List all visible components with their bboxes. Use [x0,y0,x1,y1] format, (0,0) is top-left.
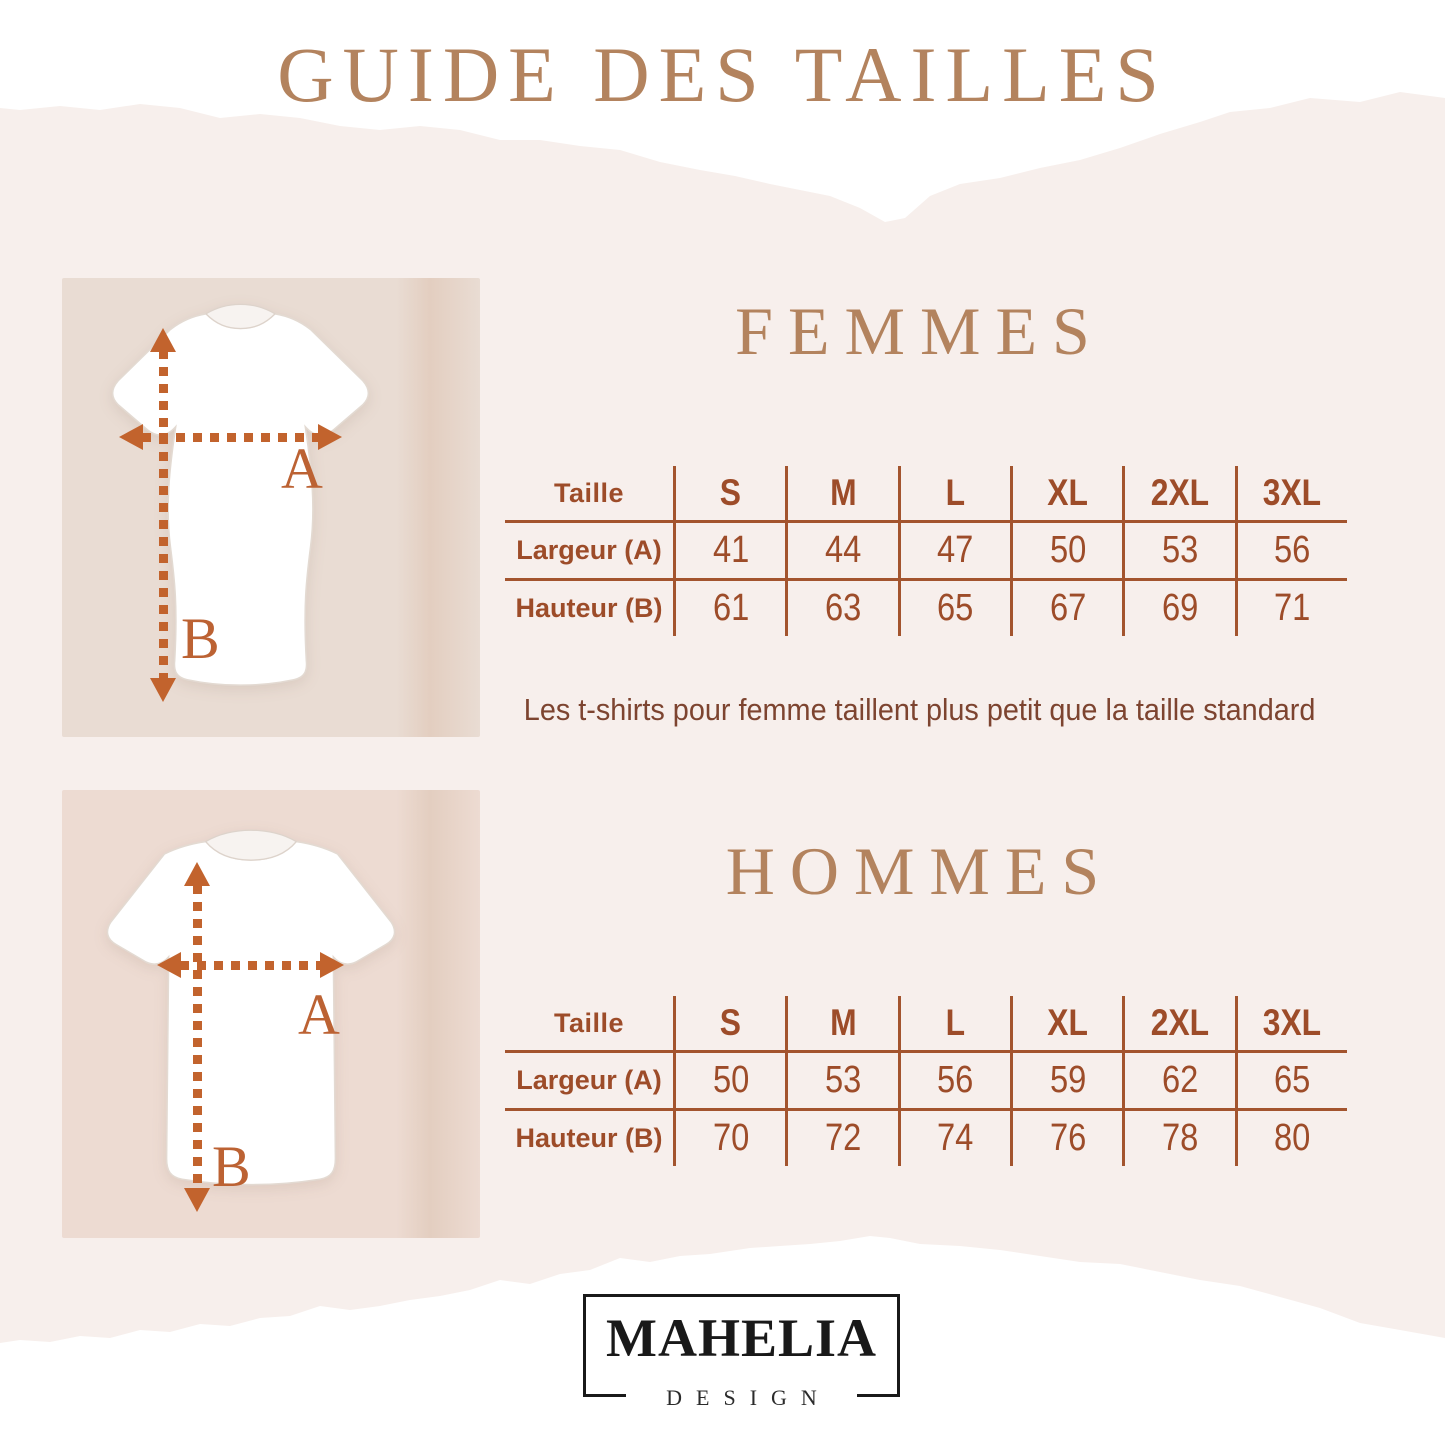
femmes-size-3xl: 3XL [1234,466,1347,520]
femmes-hauteur-3xl: 71 [1234,578,1347,636]
femmes-hauteur-s: 61 [673,578,786,636]
mens-tshirt-illustration [106,829,396,1186]
femmes-largeur-m: 44 [785,520,898,578]
hommes-width-arrowhead-right [320,952,344,978]
femmes-height-arrowhead-top [150,328,176,352]
femmes-size-xl: XL [1010,466,1122,520]
hommes-heading: HOMMES [725,833,1115,909]
femmes-width-arrowhead-right [318,424,342,450]
hommes-size-l: L [897,996,1010,1050]
femmes-largeur-2xl: 53 [1122,520,1235,578]
femmes-size-l: L [897,466,1010,520]
femmes-size-2xl: 2XL [1122,466,1234,520]
hommes-size-xl: XL [1010,996,1122,1050]
hommes-size-3xl: 3XL [1234,996,1347,1050]
femmes-hauteur-l: 65 [897,578,1010,636]
femmes-width-arrowhead-left [119,424,143,450]
femmes-size-m: M [785,466,897,520]
hommes-hauteur-l: 74 [897,1108,1010,1166]
hommes-size-table: Taille S M L XL 2XL 3XL Largeur (A) 50 5… [505,996,1347,1166]
femmes-hauteur-2xl: 69 [1122,578,1235,636]
femmes-largeur-xl: 50 [1010,520,1123,578]
hommes-hauteur-m: 72 [785,1108,898,1166]
femmes-size-s: S [673,466,785,520]
brand-name: MAHELIA [605,1308,877,1368]
femmes-largeur-l: 47 [897,520,1010,578]
femmes-col-header: Taille [553,477,625,508]
hommes-largeur-xl: 59 [1010,1050,1123,1108]
brand-subtitle: DESIGN [666,1385,831,1410]
hommes-height-arrow [193,885,202,1190]
hommes-largeur-label: Largeur (A) [505,1050,673,1108]
femmes-size-table: Taille S M L XL 2XL 3XL Largeur (A) 41 4… [505,466,1347,636]
hommes-col-header: Taille [553,1007,625,1038]
hommes-width-arrowhead-left [157,952,181,978]
hommes-largeur-3xl: 65 [1234,1050,1347,1108]
hommes-largeur-2xl: 62 [1122,1050,1235,1108]
hommes-height-arrowhead-bottom [184,1188,210,1212]
hommes-size-m: M [785,996,897,1050]
hommes-photo: A B [62,790,480,1238]
hommes-size-s: S [673,996,785,1050]
hommes-hauteur-s: 70 [673,1108,786,1166]
femmes-height-label: B [181,606,220,671]
femmes-hauteur-m: 63 [785,578,898,636]
femmes-largeur-3xl: 56 [1234,520,1347,578]
femmes-width-arrow [142,433,320,442]
hommes-height-arrowhead-top [184,862,210,886]
femmes-height-arrowhead-bottom [150,678,176,702]
hommes-hauteur-2xl: 78 [1122,1108,1235,1166]
femmes-largeur-label: Largeur (A) [505,520,673,578]
hommes-largeur-m: 53 [785,1050,898,1108]
hommes-size-2xl: 2XL [1122,996,1234,1050]
hommes-largeur-s: 50 [673,1050,786,1108]
hommes-hauteur-3xl: 80 [1234,1108,1347,1166]
femmes-largeur-s: 41 [673,520,786,578]
hommes-height-label: B [212,1134,251,1199]
femmes-sizing-note: Les t-shirts pour femme taillent plus pe… [524,692,1316,727]
femmes-hauteur-label: Hauteur (B) [505,578,673,636]
femmes-height-arrow [159,350,168,680]
hommes-hauteur-xl: 76 [1010,1108,1123,1166]
hommes-largeur-l: 56 [897,1050,1010,1108]
womens-tshirt-illustration [111,303,370,686]
brand-logo: MAHELIA DESIGN [583,1294,900,1410]
hommes-width-label: A [298,982,340,1047]
hommes-width-arrow [180,961,322,970]
page-title: GUIDE DES TAILLES [277,31,1168,118]
femmes-hauteur-xl: 67 [1010,578,1123,636]
logo-border-segment-right [857,1394,897,1397]
femmes-photo: A B [62,278,480,737]
femmes-width-label: A [281,436,323,501]
hommes-hauteur-label: Hauteur (B) [505,1108,673,1166]
femmes-heading: FEMMES [735,293,1105,369]
logo-border-segment-left [586,1394,626,1397]
